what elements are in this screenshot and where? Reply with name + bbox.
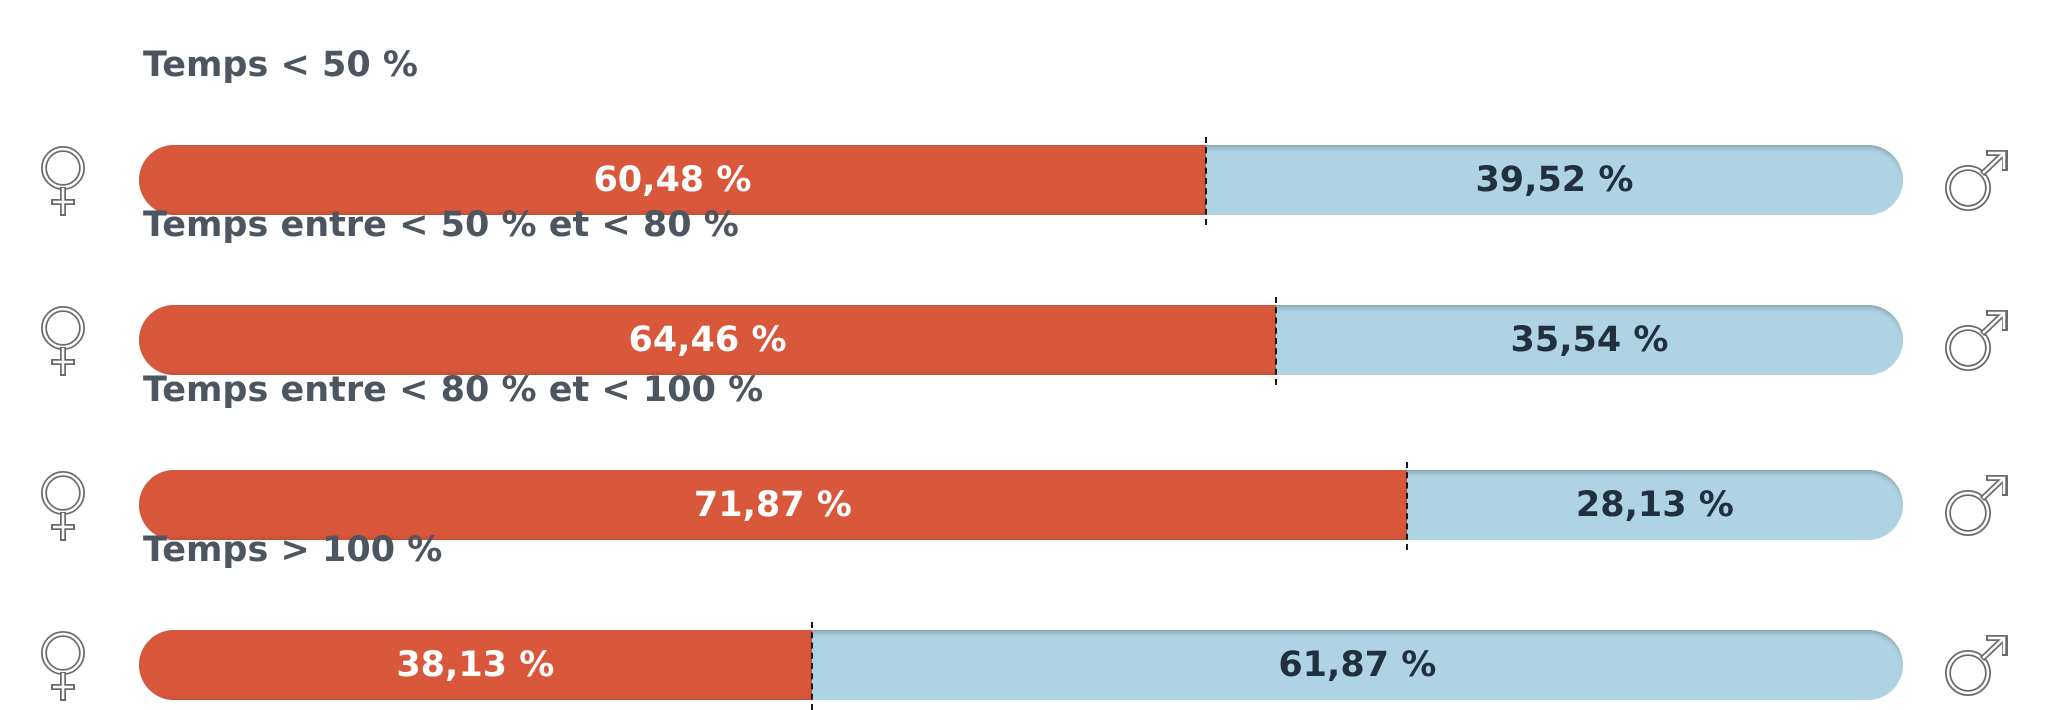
split-divider xyxy=(810,622,813,710)
male-symbol-icon xyxy=(1942,310,2010,372)
female-symbol-icon xyxy=(36,629,90,703)
row-label: Temps entre < 50 % et < 80 % xyxy=(143,205,739,245)
bar-segment-female xyxy=(139,145,1206,215)
bar-track: 71,87 % 28,13 % xyxy=(139,470,1903,540)
data-label-male: 39,52 % xyxy=(1475,160,1634,200)
bar-row: Temps entre < 80 % et < 100 % 71,87 % 28,1… xyxy=(0,370,2048,550)
bar-row: Temps entre < 50 % et < 80 % 64,46 % 35,54… xyxy=(0,205,2048,385)
split-divider xyxy=(1204,137,1207,225)
split-divider xyxy=(1275,297,1278,385)
bar-segment-female xyxy=(139,470,1407,540)
data-label-female: 38,13 % xyxy=(396,645,555,685)
data-label-male: 28,13 % xyxy=(1575,485,1734,525)
bar-track: 64,46 % 35,54 % xyxy=(139,305,1903,375)
split-divider xyxy=(1405,462,1408,550)
data-label-male: 61,87 % xyxy=(1278,645,1437,685)
female-symbol-icon xyxy=(36,469,90,543)
bar-track: 38,13 % 61,87 % xyxy=(139,630,1903,700)
bar-segment-female xyxy=(139,305,1277,375)
male-symbol-icon xyxy=(1942,635,2010,697)
row-label: Temps < 50 % xyxy=(143,45,418,85)
stacked-bar-chart: Temps < 50 % 60,48 % 39,52 % Temps entre < … xyxy=(0,45,2048,710)
row-label: Temps entre < 80 % et < 100 % xyxy=(143,370,764,410)
female-symbol-icon xyxy=(36,304,90,378)
bar-row: Temps < 50 % 60,48 % 39,52 % xyxy=(0,45,2048,225)
data-label-female: 71,87 % xyxy=(693,485,852,525)
row-label: Temps > 100 % xyxy=(143,530,443,570)
data-label-female: 60,48 % xyxy=(593,160,752,200)
data-label-male: 35,54 % xyxy=(1510,320,1669,360)
female-symbol-icon xyxy=(36,144,90,218)
male-symbol-icon xyxy=(1942,150,2010,212)
bar-track: 60,48 % 39,52 % xyxy=(139,145,1903,215)
male-symbol-icon xyxy=(1942,475,2010,537)
data-label-female: 64,46 % xyxy=(628,320,787,360)
bar-row: Temps > 100 % 38,13 % 61,87 % xyxy=(0,530,2048,710)
